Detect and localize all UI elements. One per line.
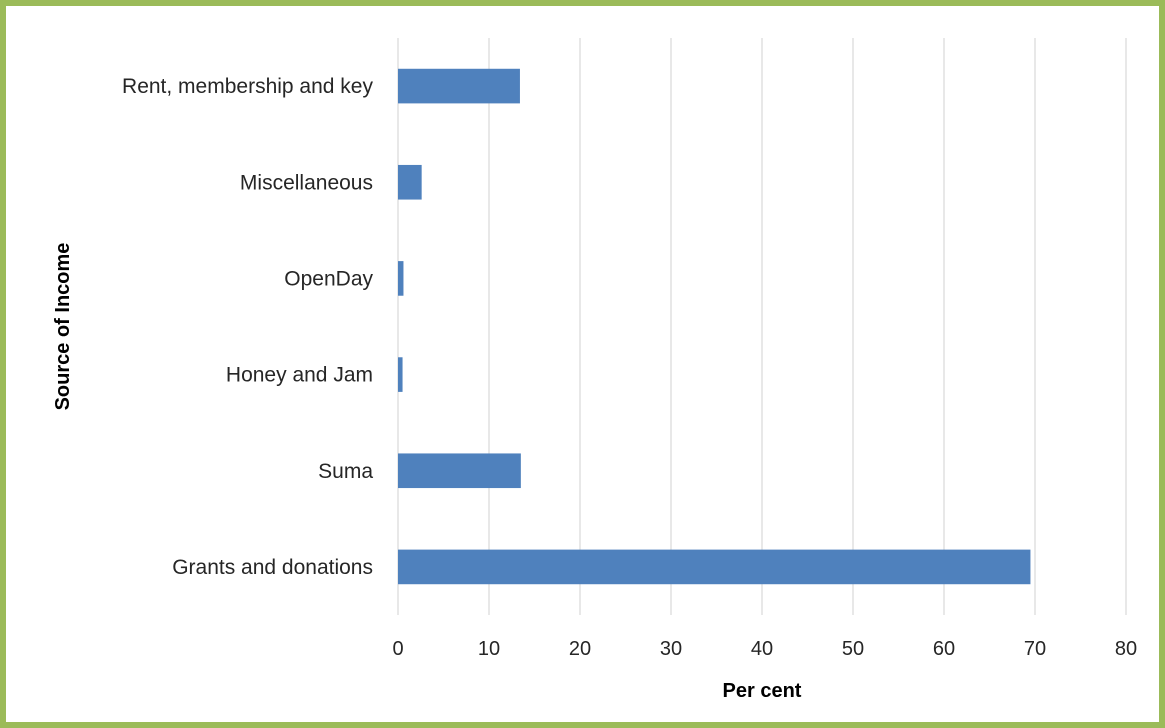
category-label-4: Miscellaneous (240, 171, 373, 194)
x-tick-label-70: 70 (1024, 638, 1046, 660)
gridlines (397, 38, 1127, 615)
category-label-3: OpenDay (284, 267, 373, 290)
x-tick-label-10: 10 (478, 638, 500, 660)
category-label-1: Suma (318, 460, 373, 483)
bar-2 (398, 357, 403, 392)
bar-3 (398, 261, 404, 296)
x-tick-label-40: 40 (751, 638, 773, 660)
category-label-0: Grants and donations (172, 556, 373, 579)
category-label-2: Honey and Jam (226, 364, 373, 387)
x-tick-label-60: 60 (933, 638, 955, 660)
category-labels: Grants and donations Suma Honey and Jam Ope… (122, 75, 373, 579)
x-tick-label-30: 30 (660, 638, 682, 660)
category-label-5: Rent, membership and key (122, 75, 373, 98)
x-axis-title: Per cent (723, 680, 802, 702)
bar-1 (398, 453, 521, 489)
bar-chart: 0 10 20 30 40 50 60 70 80 Grants and donations Su… (52, 38, 1137, 702)
x-tick-label-20: 20 (569, 638, 591, 660)
x-tick-label-50: 50 (842, 638, 864, 660)
x-tick-label-80: 80 (1115, 638, 1137, 660)
bar-4 (398, 164, 422, 200)
bars (398, 68, 1031, 585)
x-tick-label-0: 0 (392, 638, 403, 660)
y-axis-title: Source of Income (52, 243, 74, 411)
x-tick-labels: 0 10 20 30 40 50 60 70 80 (392, 638, 1137, 660)
bar-5 (398, 68, 520, 104)
bar-0 (398, 549, 1031, 585)
